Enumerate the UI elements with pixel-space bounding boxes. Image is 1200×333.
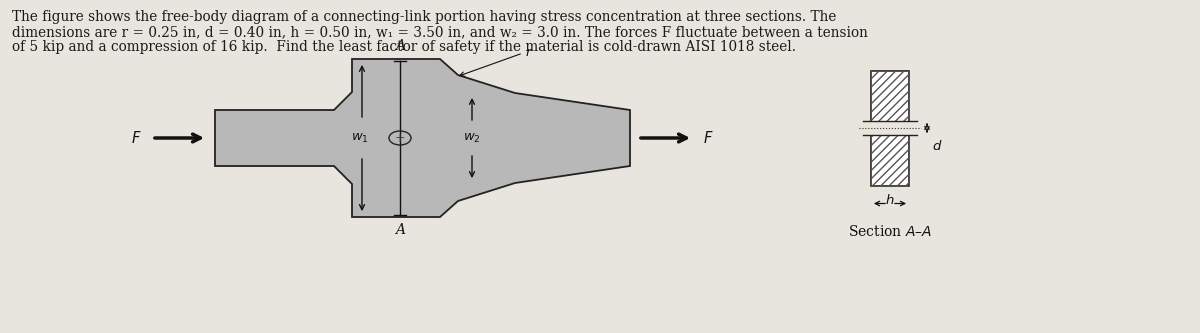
Text: A: A bbox=[395, 223, 406, 237]
Text: +: + bbox=[395, 132, 406, 145]
Text: $r$: $r$ bbox=[526, 47, 533, 60]
Text: $w_1$: $w_1$ bbox=[352, 132, 368, 145]
Text: $h$: $h$ bbox=[886, 192, 895, 206]
Bar bbox=[863, 121, 917, 135]
Text: $d$: $d$ bbox=[932, 139, 942, 153]
Text: $w_2$: $w_2$ bbox=[463, 132, 481, 145]
Bar bbox=[871, 71, 910, 185]
Text: The figure shows the free-body diagram of a connecting-link portion having stres: The figure shows the free-body diagram o… bbox=[12, 10, 836, 24]
Text: $F$: $F$ bbox=[132, 130, 142, 146]
Polygon shape bbox=[215, 59, 630, 217]
Text: dimensions are r = 0.25 in, d = 0.40 in, h = 0.50 in, w₁ = 3.50 in, and w₂ = 3.0: dimensions are r = 0.25 in, d = 0.40 in,… bbox=[12, 25, 868, 39]
Text: $F$: $F$ bbox=[703, 130, 714, 146]
Text: Section $A$–$A$: Section $A$–$A$ bbox=[848, 223, 932, 238]
Text: A: A bbox=[395, 39, 406, 53]
Bar bbox=[871, 71, 910, 185]
Text: of 5 kip and a compression of 16 kip.  Find the least factor of safety if the ma: of 5 kip and a compression of 16 kip. Fi… bbox=[12, 40, 796, 54]
